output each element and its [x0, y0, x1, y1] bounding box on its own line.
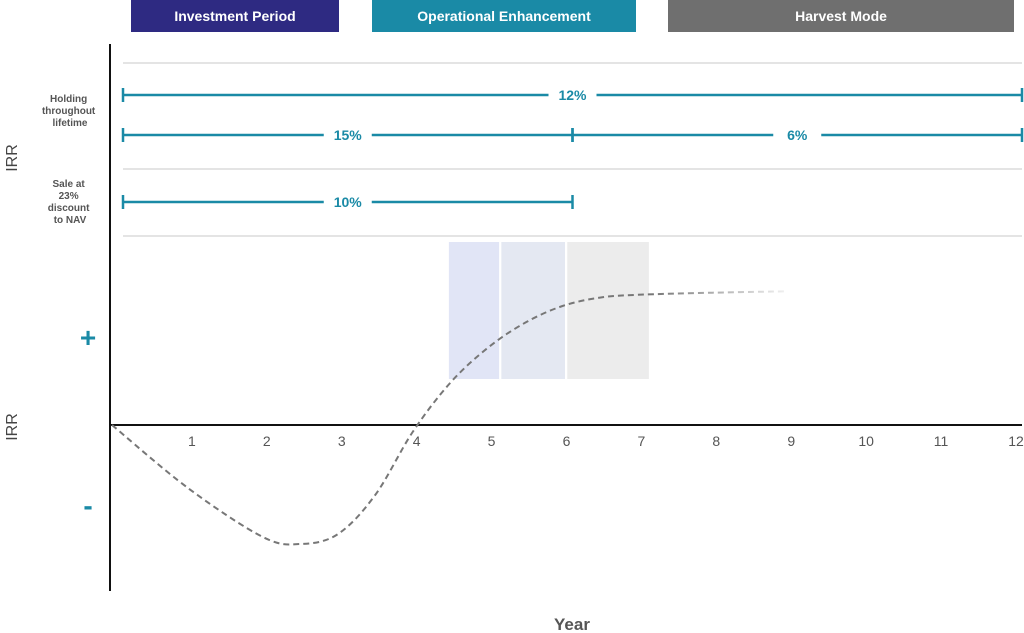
- highlight-band: [567, 242, 649, 379]
- irr-top-side-label: IRR: [4, 144, 21, 172]
- irr-table-separators: [123, 62, 1022, 237]
- irr-span-value: 6%: [787, 127, 808, 143]
- j-curve: [111, 290, 788, 546]
- irr-span: 6%: [571, 127, 1024, 143]
- irr-span-value: 15%: [334, 127, 363, 143]
- negative-irr-sign: -: [83, 490, 92, 521]
- positive-irr-sign: +: [80, 322, 96, 353]
- irr-bottom-side-label: IRR: [4, 413, 21, 441]
- x-tick-label: 6: [563, 433, 571, 449]
- phase-investment-period-bar: [131, 0, 339, 32]
- x-tick-label: 3: [338, 433, 346, 449]
- irr-span: 10%: [121, 194, 574, 210]
- irr-span: 15%: [121, 127, 574, 143]
- x-tick-label: 9: [787, 433, 795, 449]
- j-curve-line: [111, 290, 788, 546]
- x-tick-label: 11: [934, 433, 949, 449]
- x-tick-label: 12: [1008, 433, 1024, 449]
- phase-investment-period-label: Investment Period: [174, 8, 295, 24]
- phase-harvest-mode-bar: [668, 0, 1014, 32]
- phase-operational-enhancement-label: Operational Enhancement: [417, 8, 591, 24]
- highlight-bands: [448, 242, 649, 379]
- irr-span-value: 10%: [334, 194, 363, 210]
- highlight-band: [448, 242, 500, 379]
- x-tick-label: 5: [488, 433, 496, 449]
- irr-spans: 12% 15% 6% 10%: [121, 87, 1024, 210]
- phase-header: Investment Period Operational Enhancemen…: [131, 0, 1014, 32]
- row-label-sale-at-discount: Sale at 23% discount to NAV: [48, 179, 92, 226]
- x-axis-tick-labels: 1 2 3 4 5 6 7 8 9 10 11 12: [188, 433, 1024, 449]
- x-axis-title: Year: [554, 615, 590, 633]
- phase-harvest-mode-label: Harvest Mode: [795, 8, 887, 24]
- x-tick-label: 4: [413, 433, 421, 449]
- x-tick-label: 10: [858, 433, 874, 449]
- highlight-band: [501, 242, 566, 379]
- irr-span-value: 12%: [558, 87, 587, 103]
- x-tick-label: 7: [638, 433, 646, 449]
- x-tick-label: 8: [712, 433, 720, 449]
- x-tick-label: 2: [263, 433, 271, 449]
- irr-span: 12%: [121, 87, 1024, 103]
- row-label-holding-throughout-lifetime: Holding throughout lifetime: [42, 94, 98, 129]
- x-tick-label: 1: [188, 433, 196, 449]
- phase-operational-enhancement-bar: [372, 0, 636, 32]
